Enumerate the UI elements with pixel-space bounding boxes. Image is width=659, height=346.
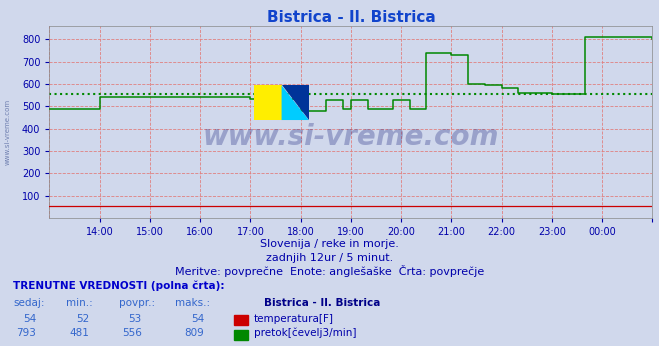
Text: Meritve: povprečne  Enote: anglešaške  Črta: povprečje: Meritve: povprečne Enote: anglešaške Črt… [175, 265, 484, 277]
Text: 54: 54 [23, 314, 36, 324]
Text: temperatura[F]: temperatura[F] [254, 314, 333, 324]
Text: TRENUTNE VREDNOSTI (polna črta):: TRENUTNE VREDNOSTI (polna črta): [13, 280, 225, 291]
Polygon shape [281, 85, 308, 120]
Text: pretok[čevelj3/min]: pretok[čevelj3/min] [254, 328, 357, 338]
Text: 52: 52 [76, 314, 89, 324]
Text: 54: 54 [191, 314, 204, 324]
Text: 793: 793 [16, 328, 36, 338]
Title: Bistrica - Il. Bistrica: Bistrica - Il. Bistrica [266, 10, 436, 25]
Text: 481: 481 [69, 328, 89, 338]
Text: zadnjih 12ur / 5 minut.: zadnjih 12ur / 5 minut. [266, 253, 393, 263]
Text: 809: 809 [185, 328, 204, 338]
Text: 556: 556 [122, 328, 142, 338]
Text: maks.:: maks.: [175, 298, 210, 308]
Text: Bistrica - Il. Bistrica: Bistrica - Il. Bistrica [264, 298, 380, 308]
Text: povpr.:: povpr.: [119, 298, 155, 308]
Text: min.:: min.: [66, 298, 93, 308]
Text: www.si-vreme.com: www.si-vreme.com [203, 123, 499, 151]
Text: Slovenija / reke in morje.: Slovenija / reke in morje. [260, 239, 399, 249]
Polygon shape [281, 85, 308, 120]
Text: www.si-vreme.com: www.si-vreme.com [5, 98, 11, 165]
FancyBboxPatch shape [254, 85, 281, 120]
Text: sedaj:: sedaj: [13, 298, 45, 308]
Text: 53: 53 [129, 314, 142, 324]
